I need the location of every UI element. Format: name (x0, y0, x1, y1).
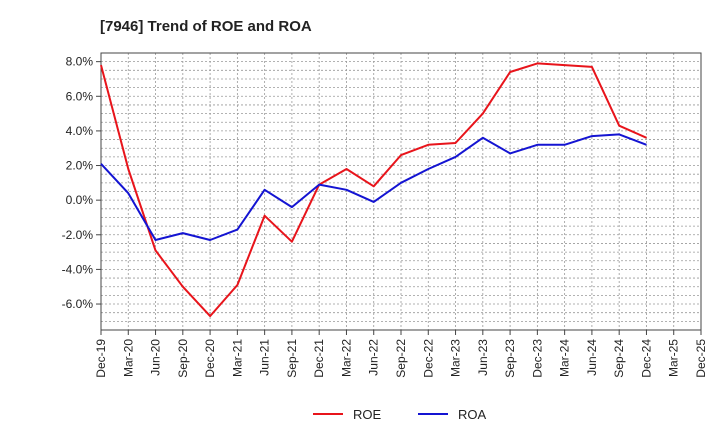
x-tick-label: Dec-20 (203, 339, 217, 378)
x-tick-label: Sep-21 (285, 339, 299, 378)
x-tick-label: Dec-19 (94, 339, 108, 378)
x-tick-label: Sep-20 (176, 339, 190, 378)
y-tick-label: 6.0% (66, 89, 94, 103)
x-tick-label: Dec-21 (312, 339, 326, 378)
series-line-roa (100, 133, 647, 241)
y-tick-label: -4.0% (62, 262, 94, 276)
series-layer (100, 62, 647, 318)
x-tick-label: Jun-21 (258, 339, 272, 376)
x-tick-label: Dec-22 (421, 339, 435, 378)
x-tick-label: Mar-22 (339, 339, 353, 377)
chart-title: [7946] Trend of ROE and ROA (100, 18, 312, 35)
x-axis: Dec-19 Mar-20 Jun-20 Sep-20 Dec-20 Mar-21 Jun-… (94, 330, 708, 378)
x-tick-label: Dec-24 (639, 339, 653, 378)
y-tick-label: -2.0% (62, 228, 94, 242)
x-tick-label: Jun-22 (367, 339, 381, 376)
legend-label-roe: ROE (353, 407, 382, 422)
y-tick-label: 8.0% (66, 55, 94, 69)
x-tick-label: Sep-24 (612, 339, 626, 378)
grid (101, 53, 701, 330)
legend-label-roa: ROA (458, 407, 487, 422)
x-tick-label: Dec-25 (694, 339, 708, 378)
x-tick-label: Mar-25 (667, 339, 681, 377)
x-tick-label: Mar-23 (449, 339, 463, 377)
x-tick-label: Jun-20 (149, 339, 163, 376)
x-tick-label: Sep-22 (394, 339, 408, 378)
y-tick-label: 0.0% (66, 193, 94, 207)
y-tick-label: 2.0% (66, 159, 94, 173)
series-line-roe (100, 62, 647, 318)
x-tick-label: Jun-23 (476, 339, 490, 376)
x-tick-label: Dec-23 (530, 339, 544, 378)
legend: ROE ROA (313, 407, 487, 422)
y-tick-label: -6.0% (62, 297, 94, 311)
x-tick-label: Sep-23 (503, 339, 517, 378)
y-tick-label: 4.0% (66, 124, 94, 138)
x-tick-label: Mar-24 (558, 339, 572, 377)
y-axis: 8.0% 6.0% 4.0% 2.0% 0.0% -2.0% -4.0% -6.0% (62, 55, 101, 311)
x-tick-label: Mar-20 (121, 339, 135, 377)
x-tick-label: Mar-21 (230, 339, 244, 377)
x-tick-label: Jun-24 (585, 339, 599, 376)
